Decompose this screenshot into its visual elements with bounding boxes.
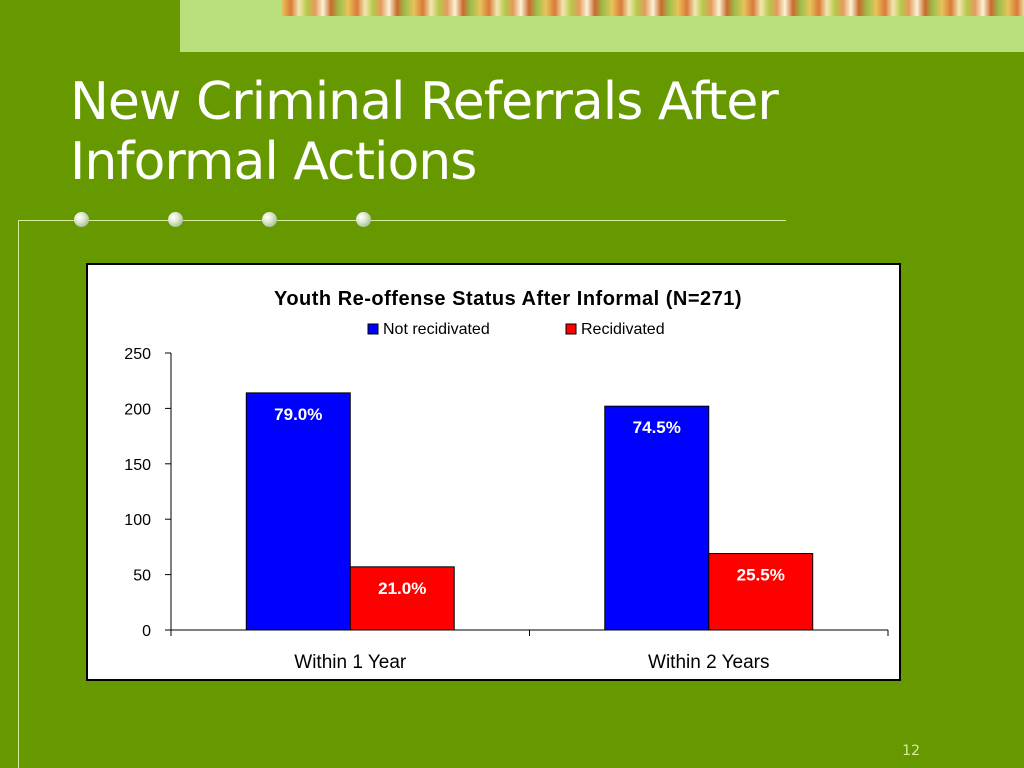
page-number: 12 <box>902 743 920 759</box>
bar-data-label: 25.5% <box>737 566 785 585</box>
legend-swatch <box>367 323 379 335</box>
legend-label: Not recidivated <box>383 321 490 338</box>
bar-not-recidivated <box>604 405 710 631</box>
y-tick-label: 0 <box>142 623 151 640</box>
chart-title: Youth Re-offense Status After Informal (… <box>274 288 742 310</box>
chart-bars <box>245 392 814 631</box>
y-tick-label: 200 <box>124 401 151 418</box>
legend-swatch <box>565 323 577 335</box>
chart-container: Youth Re-offense Status After Informal (… <box>86 263 901 681</box>
bar-data-label: 74.5% <box>633 418 681 437</box>
divider-horizontal <box>18 220 786 221</box>
chart-axes: 0 50 100 150 200 250 Within 1 Year Within 2 Yea… <box>124 346 889 673</box>
legend-label: Recidivated <box>581 321 665 338</box>
y-tick-label: 250 <box>124 346 151 363</box>
x-tick-label: Within 1 Year <box>294 652 407 673</box>
floral-banner <box>282 0 1024 16</box>
bar-data-label: 21.0% <box>378 579 426 598</box>
y-tick-label: 150 <box>124 457 151 474</box>
y-tick-label: 100 <box>124 512 151 529</box>
y-tick-label: 50 <box>133 568 151 585</box>
bar-chart: Youth Re-offense Status After Informal (… <box>124 288 889 673</box>
data-labels: 79.0% 21.0% 74.5% 25.5% <box>274 405 785 598</box>
slide-title: New Criminal Referrals After Informal Ac… <box>70 72 870 192</box>
bar-recidivated <box>349 566 455 631</box>
slide-title-line-2: Informal Actions <box>70 132 477 192</box>
chart-legend: Not recidivated Recidivated <box>367 321 665 338</box>
bullet-dot-icon <box>74 212 89 227</box>
bar-recidivated <box>708 553 814 631</box>
bullet-dot-icon <box>356 212 371 227</box>
bar-not-recidivated <box>245 392 351 631</box>
bullet-dot-icon <box>168 212 183 227</box>
bullet-dot-icon <box>262 212 277 227</box>
x-tick-label: Within 2 Years <box>648 652 769 673</box>
slide-title-line-1: New Criminal Referrals After <box>70 72 779 132</box>
divider-vertical <box>18 220 19 768</box>
bar-data-label: 79.0% <box>274 405 322 424</box>
